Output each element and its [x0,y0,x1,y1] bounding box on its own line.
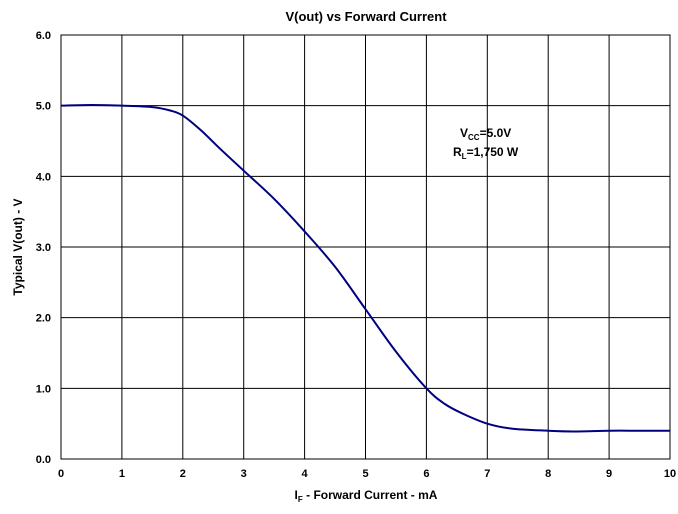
x-tick-label: 3 [241,468,247,480]
y-tick-label: 1.0 [36,383,51,395]
plot-frame [60,34,671,460]
y-tick-label: 6.0 [36,30,51,42]
y-tick-label: 0.0 [36,454,51,466]
y-tick-label: 4.0 [36,171,51,183]
grid-layer [61,35,670,459]
x-axis-label: IF - Forward Current - mA [295,488,438,504]
y-axis-label: Typical V(out) - V [11,198,25,295]
chart-title: V(out) vs Forward Current [285,9,447,24]
annotation-rl: RL=1,750 W [453,145,519,161]
series-line [60,103,670,433]
x-tick-label: 4 [302,468,309,480]
x-tick-label: 5 [362,468,368,480]
curve-layer [60,103,670,433]
x-tick-label: 2 [180,468,186,480]
x-tick-label: 0 [58,468,64,480]
x-tick-label: 10 [664,468,676,480]
x-tick-label: 6 [423,468,429,480]
x-tick-label: 9 [606,468,612,480]
y-tick-label: 3.0 [36,242,51,254]
annotation-vcc: VCC=5.0V [460,126,511,142]
x-tick-label: 7 [484,468,490,480]
y-tick-label: 2.0 [36,313,51,325]
tick-layer: 0 1 2 3 4 5 6 7 8 9 10 0.0 1.0 2.0 3.0 4.0 5.0 6.0 [36,30,676,480]
x-tick-label: 1 [119,468,125,480]
x-tick-label: 8 [545,468,551,480]
y-tick-label: 5.0 [36,101,51,113]
